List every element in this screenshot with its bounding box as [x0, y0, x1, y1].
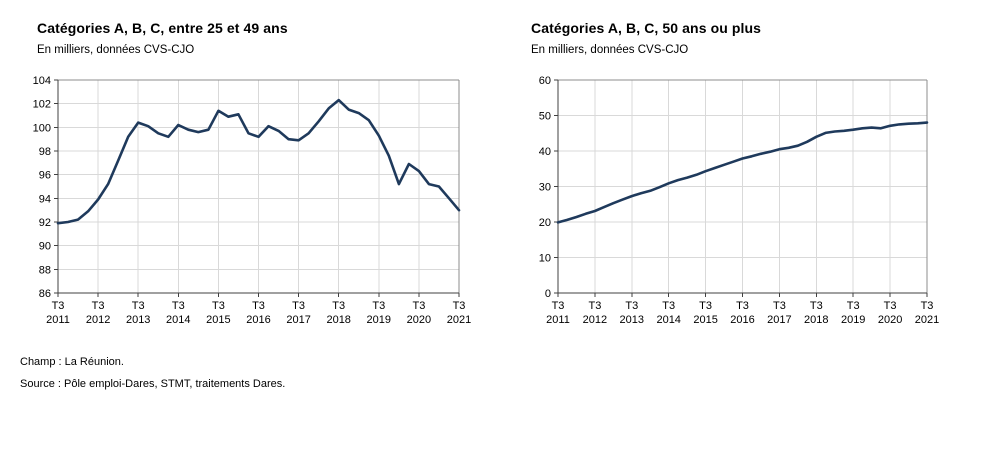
- x-tick-label-quarter: T3: [252, 300, 265, 312]
- x-tick-label-quarter: T3: [810, 300, 823, 312]
- line-chart-plot: 86 88 90 92 94 96 98 100 102 104 T3 2011 T3 2012 T3 201…: [33, 75, 472, 326]
- x-tick-label-quarter: T3: [453, 300, 466, 312]
- x-tick-label-year: 2017: [286, 314, 310, 326]
- x-tick-label-quarter: T3: [884, 300, 897, 312]
- x-tick-label-year: 2011: [546, 314, 570, 326]
- x-tick-label-quarter: T3: [292, 300, 305, 312]
- x-tick-label-year: 2017: [767, 314, 791, 326]
- x-tick-label-quarter: T3: [921, 300, 934, 312]
- footnote-champ: Champ : La Réunion.: [20, 356, 124, 368]
- x-tick-label-quarter: T3: [773, 300, 786, 312]
- x-tick-label-quarter: T3: [212, 300, 225, 312]
- x-tick-label-quarter: T3: [172, 300, 185, 312]
- y-tick-label: 30: [539, 182, 551, 194]
- x-tick-label-quarter: T3: [92, 300, 105, 312]
- y-tick-label: 100: [33, 122, 51, 134]
- x-tick-label-quarter: T3: [736, 300, 749, 312]
- x-tick-label-quarter: T3: [662, 300, 675, 312]
- y-tick-label: 98: [39, 146, 51, 158]
- x-tick-label-quarter: T3: [52, 300, 65, 312]
- chart-subtitle: En milliers, données CVS-CJO: [37, 44, 195, 56]
- y-tick-label: 50: [539, 111, 551, 123]
- x-tick-label-year: 2018: [804, 314, 828, 326]
- x-tick-label-quarter: T3: [625, 300, 638, 312]
- x-tick-label-year: 2012: [583, 314, 607, 326]
- x-tick-label-quarter: T3: [588, 300, 601, 312]
- x-tick-label-quarter: T3: [132, 300, 145, 312]
- x-tick-label-quarter: T3: [552, 300, 565, 312]
- y-tick-label: 90: [39, 241, 51, 253]
- x-tick-label-quarter: T3: [412, 300, 425, 312]
- x-tick-label-year: 2020: [407, 314, 431, 326]
- y-tick-label: 94: [39, 193, 51, 205]
- line-chart-plot: 0 10 20 30 40 50 60 T3 2011 T3 2012 T3 2013 T3 2014 T3 2…: [539, 75, 939, 326]
- x-tick-label-year: 2021: [447, 314, 471, 326]
- y-tick-label: 86: [39, 288, 51, 300]
- x-tick-label-year: 2011: [46, 314, 70, 326]
- x-tick-label-quarter: T3: [332, 300, 345, 312]
- x-tick-label-year: 2016: [246, 314, 270, 326]
- chart-subtitle: En milliers, données CVS-CJO: [531, 44, 689, 56]
- x-tick-label-year: 2018: [326, 314, 350, 326]
- y-tick-label: 102: [33, 99, 51, 111]
- chart-title: Catégories A, B, C, entre 25 et 49 ans: [37, 20, 288, 36]
- x-tick-label-year: 2014: [656, 314, 680, 326]
- data-line: [556, 121, 929, 224]
- x-tick-label-year: 2016: [730, 314, 754, 326]
- x-tick-label-year: 2015: [693, 314, 717, 326]
- x-tick-label-quarter: T3: [847, 300, 860, 312]
- x-tick-label-year: 2019: [841, 314, 865, 326]
- y-tick-label: 92: [39, 217, 51, 229]
- y-tick-label: 0: [545, 288, 551, 300]
- y-tick-label: 96: [39, 170, 51, 182]
- x-tick-label-year: 2019: [367, 314, 391, 326]
- x-tick-label-year: 2013: [620, 314, 644, 326]
- y-tick-label: 40: [539, 146, 551, 158]
- x-tick-label-year: 2012: [86, 314, 110, 326]
- x-tick-label-year: 2020: [878, 314, 902, 326]
- x-tick-label-quarter: T3: [372, 300, 385, 312]
- x-tick-label-quarter: T3: [699, 300, 712, 312]
- y-tick-label: 10: [539, 253, 551, 265]
- chart-title: Catégories A, B, C, 50 ans ou plus: [531, 20, 762, 36]
- footnote-source: Source : Pôle emploi-Dares, STMT, traite…: [20, 378, 286, 390]
- x-tick-label-year: 2014: [166, 314, 190, 326]
- data-line: [56, 98, 461, 225]
- y-tick-label: 20: [539, 217, 551, 229]
- x-tick-label-year: 2015: [206, 314, 230, 326]
- y-tick-label: 60: [539, 75, 551, 87]
- x-tick-label-year: 2021: [915, 314, 939, 326]
- y-tick-label: 104: [33, 75, 51, 87]
- y-tick-label: 88: [39, 264, 51, 276]
- x-tick-label-year: 2013: [126, 314, 150, 326]
